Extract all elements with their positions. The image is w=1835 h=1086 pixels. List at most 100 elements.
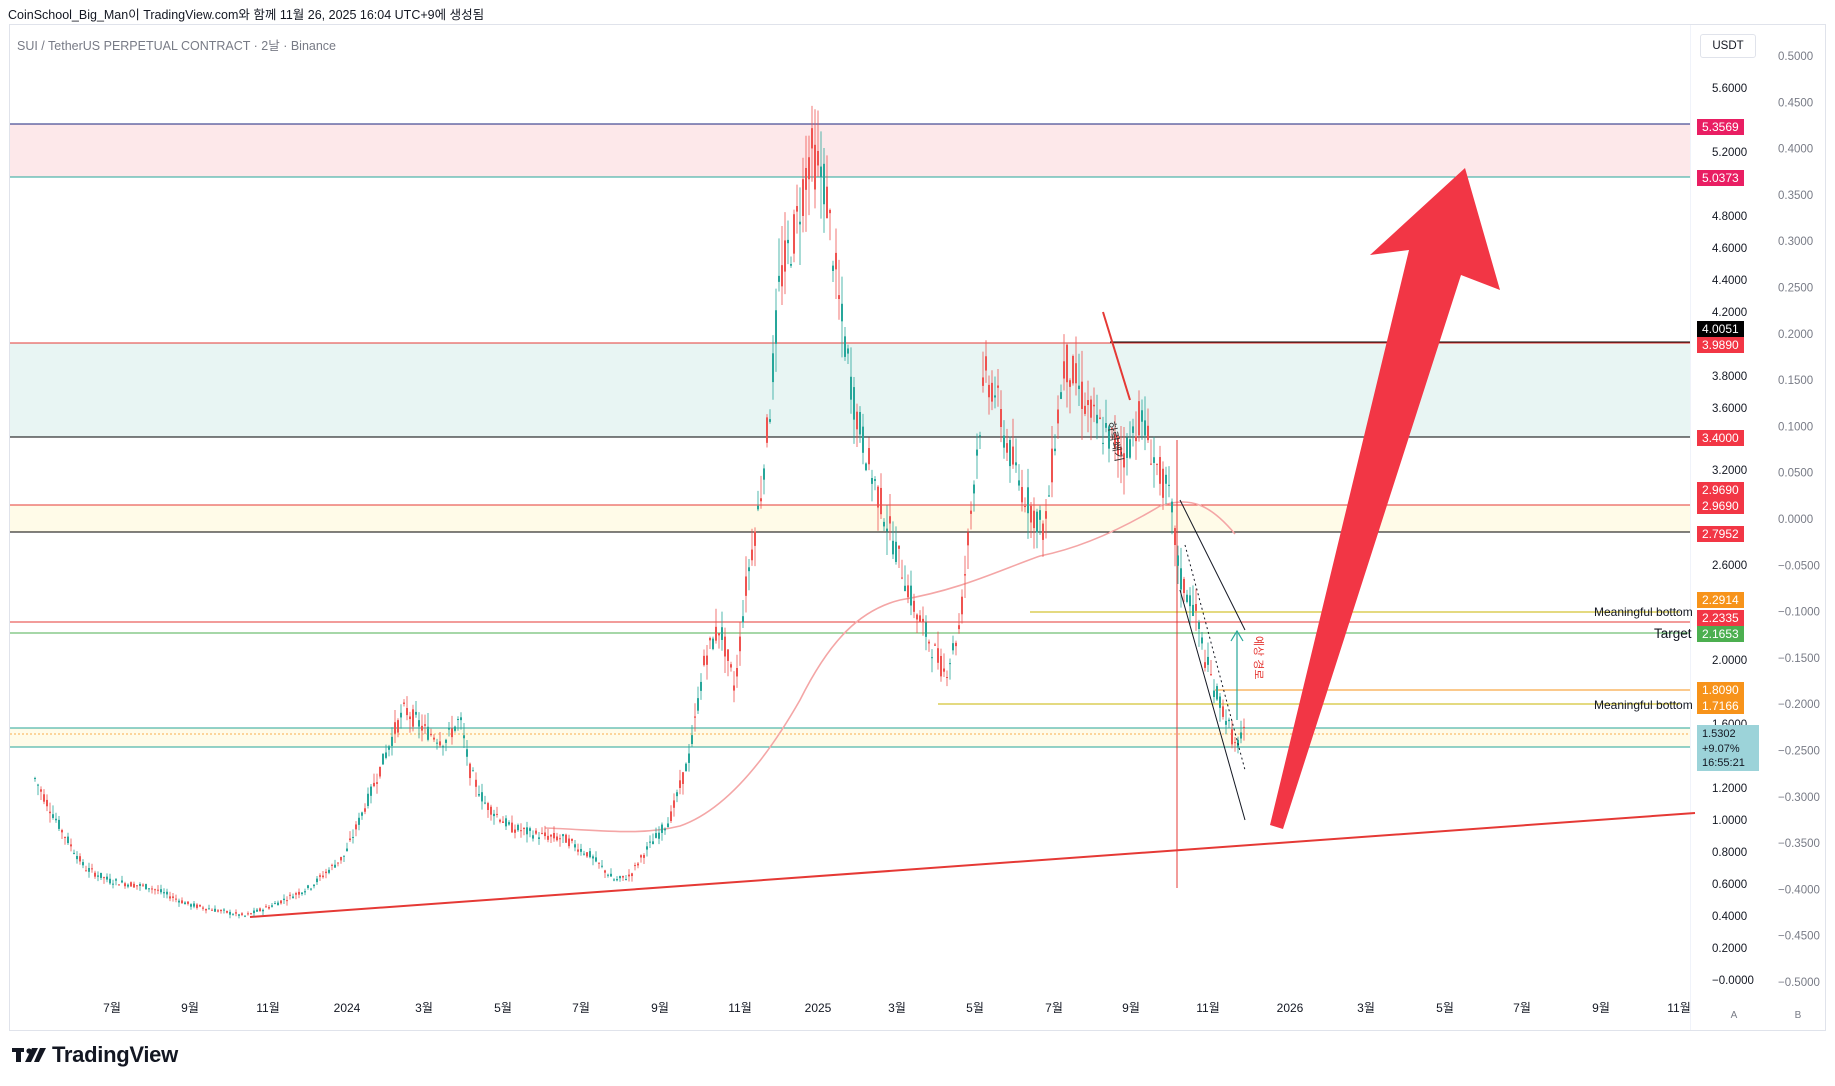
price-tick-label: 0.8000: [1712, 847, 1747, 859]
candle-body: [727, 649, 729, 661]
candle-body: [397, 720, 399, 733]
candle-body: [760, 498, 762, 502]
candle-body: [1039, 510, 1041, 520]
candle-body: [301, 892, 303, 895]
candle-body: [172, 896, 174, 898]
candle-body: [919, 615, 921, 623]
candle-body: [1066, 344, 1068, 383]
candle-body: [640, 855, 642, 858]
candle-body: [955, 642, 957, 647]
wedge-line-upper: [1179, 499, 1246, 631]
candle-body: [847, 348, 849, 354]
candle-body: [307, 885, 309, 888]
secondary-tick-label: 0.2000: [1778, 329, 1813, 341]
time-tick-label: 9월: [181, 1001, 199, 1015]
candle-body: [1144, 420, 1146, 436]
price-level-label: 2.2335: [1697, 610, 1744, 626]
secondary-tick-label: 0.4500: [1778, 97, 1813, 109]
candle-body: [334, 864, 336, 868]
candle-body: [1225, 720, 1227, 725]
candle-body: [1189, 595, 1191, 607]
candle-body: [1084, 405, 1086, 414]
candle-body: [145, 884, 147, 890]
candle-body: [274, 903, 276, 905]
tradingview-logo[interactable]: TradingView: [12, 1042, 178, 1068]
candle-body: [46, 799, 48, 807]
candle-body: [796, 206, 798, 212]
candle-body: [514, 829, 516, 833]
tradingview-logo-icon: [12, 1048, 46, 1062]
candle-body: [751, 549, 753, 561]
time-tick-label: 11월: [728, 1001, 752, 1015]
candle-body: [943, 668, 945, 672]
candle-body: [754, 531, 756, 546]
candle-body: [1072, 356, 1074, 384]
candle-body: [313, 884, 315, 887]
candle-body: [880, 487, 882, 515]
moving-average: [544, 501, 1236, 833]
time-tick-label: 2026: [1277, 1001, 1304, 1015]
candle-body: [916, 614, 918, 620]
price-level-label: 2.2914: [1697, 592, 1744, 608]
candle-body: [961, 596, 963, 615]
candle-body: [871, 477, 873, 484]
price-tick-label: 5.2000: [1712, 147, 1747, 159]
candle-body: [79, 856, 81, 862]
candle-body: [1045, 511, 1047, 519]
price-tick-label: 3.2000: [1712, 465, 1747, 477]
candle-body: [1042, 523, 1044, 540]
candle-body: [658, 832, 660, 839]
candle-body: [139, 884, 141, 886]
candle-body: [814, 144, 816, 190]
candle-body: [1078, 385, 1080, 390]
candle-body: [757, 505, 759, 510]
target-label: Target: [1654, 626, 1692, 641]
resistance-zone: [10, 124, 1690, 177]
candle-body: [202, 907, 204, 909]
candle-body: [739, 636, 741, 652]
candle-body: [895, 541, 897, 562]
candle-body: [565, 834, 567, 843]
candle-body: [235, 912, 237, 914]
candle-body: [316, 878, 318, 883]
candle-body: [883, 521, 885, 527]
candle-body: [1171, 501, 1173, 513]
secondary-tick-label: −0.2000: [1778, 699, 1820, 711]
candle-body: [76, 855, 78, 860]
candle-body: [733, 685, 735, 691]
candle-body: [1174, 528, 1176, 546]
wedge-line-lower: [1179, 589, 1246, 821]
candle-body: [679, 780, 681, 788]
candle-body: [478, 794, 480, 796]
candle-body: [400, 712, 402, 718]
candle-body: [805, 167, 807, 190]
auto-scale-button[interactable]: A: [1730, 1010, 1738, 1021]
candle-body: [748, 567, 750, 572]
currency-button[interactable]: USDT: [1700, 34, 1756, 58]
price-tick-label: −0.0000: [1712, 975, 1754, 987]
candle-body: [1003, 435, 1005, 448]
candle-body: [70, 844, 72, 847]
time-tick-label: 3월: [1357, 1001, 1375, 1015]
candle-body: [142, 884, 144, 886]
price-level-label: 1.8090: [1697, 682, 1744, 698]
candle-body: [115, 879, 117, 881]
candle-body: [91, 868, 93, 870]
candle-body: [1159, 457, 1161, 484]
candle-body: [646, 846, 648, 850]
candle-body: [577, 849, 579, 852]
candle-body: [697, 698, 699, 711]
time-axis-ticks: 7월 9월 11월 2024 3월 5월 7월 9월 11월 2025 3월 5월 7월 9월 11월 202…: [103, 1001, 1691, 1015]
candle-body: [817, 150, 819, 166]
candle-body: [136, 885, 138, 887]
candle-body: [913, 600, 915, 612]
secondary-tick-label: −0.4500: [1778, 931, 1820, 943]
scale-b-button[interactable]: B: [1794, 1010, 1802, 1021]
candle-body: [973, 484, 975, 494]
candle-body: [925, 622, 927, 637]
candle-body: [256, 909, 258, 912]
candle-body: [1114, 433, 1116, 449]
candle-body: [394, 722, 396, 734]
candle-body: [1156, 463, 1158, 465]
